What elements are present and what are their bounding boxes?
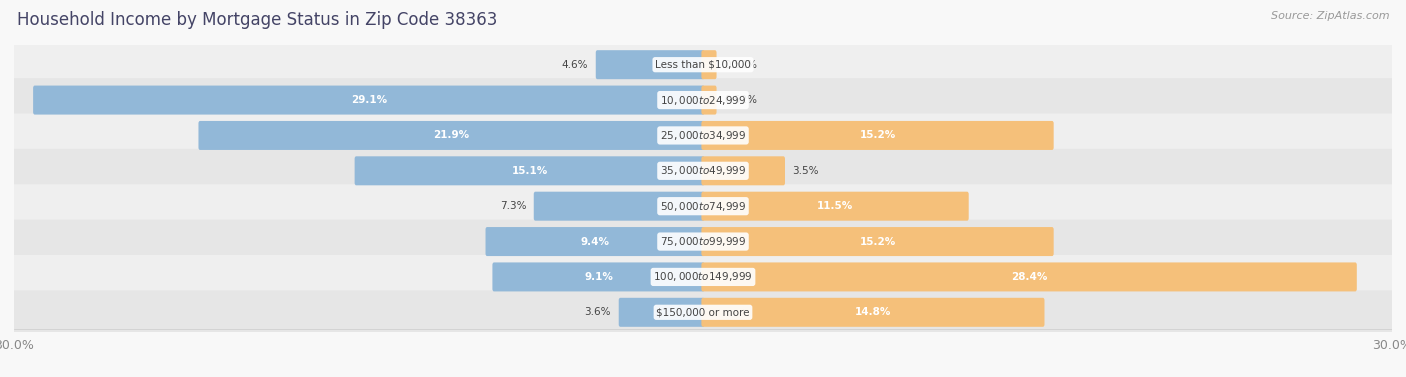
FancyBboxPatch shape (702, 227, 1053, 256)
Text: $50,000 to $74,999: $50,000 to $74,999 (659, 200, 747, 213)
Text: 11.5%: 11.5% (817, 201, 853, 211)
Text: 9.1%: 9.1% (583, 272, 613, 282)
Text: $25,000 to $34,999: $25,000 to $34,999 (659, 129, 747, 142)
Text: 14.8%: 14.8% (855, 307, 891, 317)
FancyBboxPatch shape (702, 86, 717, 115)
Text: $150,000 or more: $150,000 or more (657, 307, 749, 317)
FancyBboxPatch shape (702, 262, 1357, 291)
Text: $10,000 to $24,999: $10,000 to $24,999 (659, 93, 747, 107)
FancyBboxPatch shape (0, 113, 1406, 157)
FancyBboxPatch shape (485, 227, 704, 256)
FancyBboxPatch shape (702, 50, 717, 79)
Text: 9.4%: 9.4% (581, 236, 610, 247)
Text: 21.9%: 21.9% (433, 130, 470, 141)
FancyBboxPatch shape (198, 121, 704, 150)
FancyBboxPatch shape (0, 43, 1406, 87)
Text: $35,000 to $49,999: $35,000 to $49,999 (659, 164, 747, 177)
FancyBboxPatch shape (0, 184, 1406, 228)
Text: 7.3%: 7.3% (499, 201, 526, 211)
Text: Household Income by Mortgage Status in Zip Code 38363: Household Income by Mortgage Status in Z… (17, 11, 498, 29)
FancyBboxPatch shape (0, 220, 1406, 264)
Text: 29.1%: 29.1% (352, 95, 387, 105)
FancyBboxPatch shape (0, 78, 1406, 122)
Text: 28.4%: 28.4% (1011, 272, 1047, 282)
Text: $75,000 to $99,999: $75,000 to $99,999 (659, 235, 747, 248)
FancyBboxPatch shape (596, 50, 704, 79)
Text: 3.6%: 3.6% (585, 307, 612, 317)
FancyBboxPatch shape (702, 121, 1053, 150)
FancyBboxPatch shape (492, 262, 704, 291)
Text: 15.2%: 15.2% (859, 130, 896, 141)
FancyBboxPatch shape (534, 192, 704, 221)
FancyBboxPatch shape (0, 255, 1406, 299)
Text: 4.6%: 4.6% (561, 60, 588, 70)
FancyBboxPatch shape (0, 149, 1406, 193)
FancyBboxPatch shape (702, 192, 969, 221)
Text: 15.2%: 15.2% (859, 236, 896, 247)
Text: Less than $10,000: Less than $10,000 (655, 60, 751, 70)
FancyBboxPatch shape (0, 290, 1406, 334)
Text: $100,000 to $149,999: $100,000 to $149,999 (654, 270, 752, 284)
Text: 15.1%: 15.1% (512, 166, 548, 176)
FancyBboxPatch shape (702, 298, 1045, 327)
FancyBboxPatch shape (702, 156, 785, 185)
Text: 0.52%: 0.52% (724, 95, 756, 105)
Text: 0.52%: 0.52% (724, 60, 756, 70)
Text: 3.5%: 3.5% (793, 166, 820, 176)
FancyBboxPatch shape (619, 298, 704, 327)
FancyBboxPatch shape (34, 86, 704, 115)
FancyBboxPatch shape (354, 156, 704, 185)
Text: Source: ZipAtlas.com: Source: ZipAtlas.com (1271, 11, 1389, 21)
